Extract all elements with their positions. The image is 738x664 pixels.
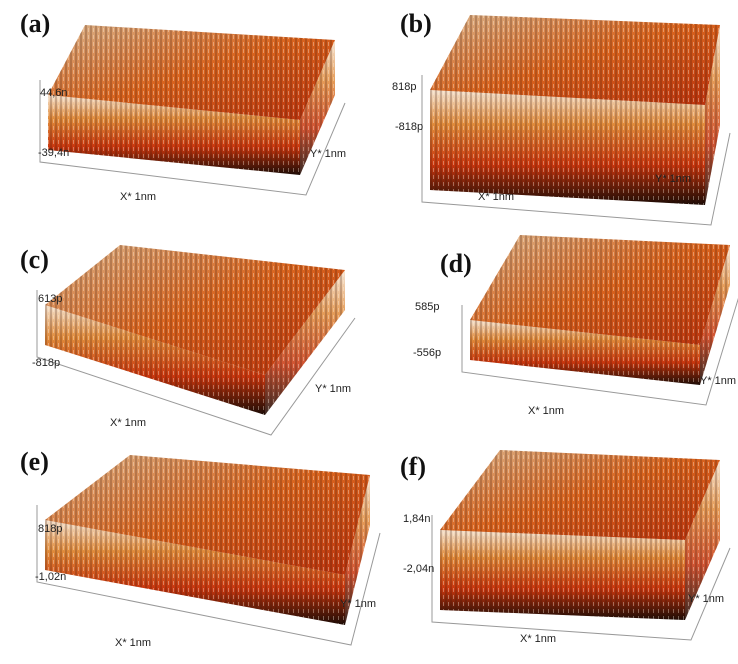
top-texture: [48, 25, 335, 120]
panel-label: (a): [20, 9, 50, 38]
x-axis-label: X* 1nm: [528, 405, 564, 417]
z-min-label: -818p: [395, 121, 423, 133]
z-min-label: -2,04n: [403, 563, 434, 575]
top-texture: [470, 235, 730, 345]
labels: (a) 44,6n -39,4n X* 1nm Y* 1nm (b) 818p -818p X*…: [20, 9, 736, 649]
side-texture: [300, 40, 335, 175]
x-axis-label: X* 1nm: [115, 637, 151, 649]
z-max-label: 818p: [392, 81, 416, 93]
axis-frame: [421, 75, 731, 226]
z-max-label: 1,84n: [403, 513, 431, 525]
front-texture: [48, 95, 300, 175]
top-texture: [45, 455, 370, 575]
axis-frame: [431, 515, 731, 641]
y-axis-label: Y* 1nm: [700, 375, 736, 387]
top-texture: [440, 450, 720, 540]
z-min-label: -818p: [32, 357, 60, 369]
top-texture: [430, 15, 720, 105]
z-min-label: -39,4n: [38, 147, 69, 159]
axis-frame: [36, 505, 381, 646]
side-texture: [685, 460, 720, 620]
z-max-label: 818p: [38, 523, 62, 535]
front-texture: [45, 305, 265, 415]
front-texture: [45, 520, 345, 625]
z-min-label: -1,02n: [35, 571, 66, 583]
axis-frame: [39, 80, 346, 196]
y-axis-label: Y* 1nm: [310, 148, 346, 160]
x-axis-label: X* 1nm: [120, 191, 156, 203]
side-texture: [265, 270, 345, 415]
panel-label: (b): [400, 9, 432, 38]
front-texture: [470, 320, 700, 385]
y-axis-label: Y* 1nm: [655, 173, 691, 185]
panel-label: (d): [440, 249, 472, 278]
z-max-label: 585p: [415, 301, 439, 313]
side-texture: [705, 25, 720, 205]
axis-frame: [36, 290, 356, 436]
x-axis-label: X* 1nm: [520, 633, 556, 645]
front-texture: [440, 530, 685, 620]
z-max-label: 613p: [38, 293, 62, 305]
panel-label: (f): [400, 452, 426, 481]
axis-frame: [461, 297, 738, 406]
front-texture: [430, 90, 705, 205]
surfaces: [36, 15, 738, 646]
side-texture: [345, 475, 370, 625]
panel-label: (e): [20, 447, 49, 476]
z-max-label: 44,6n: [40, 87, 68, 99]
y-axis-label: Y* 1nm: [688, 593, 724, 605]
panel-label: (c): [20, 245, 49, 274]
y-axis-label: Y* 1nm: [315, 383, 351, 395]
y-axis-label: Y* 1nm: [340, 598, 376, 610]
x-axis-label: X* 1nm: [110, 417, 146, 429]
z-min-label: -556p: [413, 347, 441, 359]
side-texture: [700, 245, 730, 385]
top-texture: [45, 245, 345, 375]
x-axis-label: X* 1nm: [478, 191, 514, 203]
